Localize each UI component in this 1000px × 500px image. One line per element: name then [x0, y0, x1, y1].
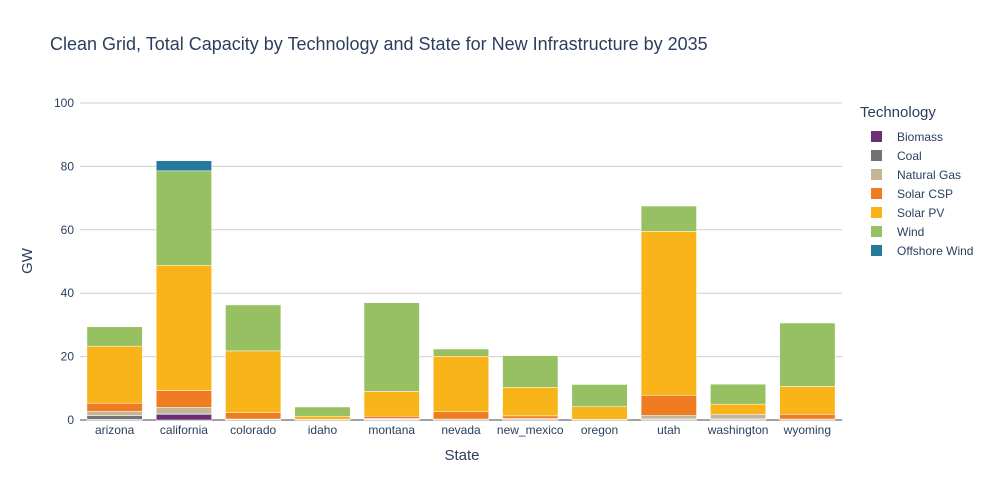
x-tick-label: oregon — [581, 423, 618, 437]
x-tick-label: montana — [368, 423, 415, 437]
bar-segment — [294, 406, 351, 417]
legend-label: Offshore Wind — [897, 243, 974, 258]
legend-label: Coal — [897, 148, 922, 163]
bar-segment — [225, 304, 282, 352]
bar-segment — [710, 414, 767, 419]
legend-label: Biomass — [897, 129, 944, 144]
legend-item[interactable]: Offshore Wind — [860, 241, 973, 260]
legend: Technology Biomass Coal Natural Gas Solar C… — [860, 104, 973, 260]
bar-segment — [155, 390, 212, 408]
legend-item[interactable]: Solar CSP — [860, 184, 973, 203]
bar-segment — [433, 411, 489, 420]
bar-segment — [363, 415, 420, 419]
bar-segment — [779, 322, 836, 387]
legend-label: Wind — [897, 224, 925, 239]
legend-swatch — [871, 245, 882, 256]
bar-segment — [640, 205, 697, 232]
legend-label: Solar CSP — [897, 186, 954, 201]
bar-segment — [86, 411, 143, 416]
bar-segment — [779, 414, 836, 420]
bar-segment — [779, 386, 836, 415]
bar-segment — [155, 160, 212, 172]
bar-segment — [640, 414, 697, 419]
bar-segment — [502, 415, 559, 419]
legend-swatch — [871, 188, 882, 199]
legend-label: Solar PV — [897, 205, 945, 220]
bar-segment — [640, 231, 697, 396]
bar-segment — [502, 387, 559, 417]
bar-segment — [640, 395, 697, 416]
legend-items: Biomass Coal Natural Gas Solar CSP Solar PV W… — [860, 127, 973, 260]
x-tick-label: arizona — [95, 423, 135, 437]
x-tick-label: utah — [657, 423, 680, 437]
bar-segment — [433, 348, 489, 357]
legend-title: Technology — [860, 104, 936, 121]
bar-segment — [225, 350, 282, 413]
legend-swatch — [871, 207, 882, 218]
x-tick-label: colorado — [230, 423, 276, 437]
legend-item[interactable]: Solar PV — [860, 203, 973, 222]
x-tick-label: california — [160, 423, 208, 437]
bar-segment — [155, 265, 212, 391]
y-tick-label: 100 — [54, 96, 74, 110]
legend-item[interactable]: Wind — [860, 222, 973, 241]
bar-segment — [155, 414, 212, 421]
x-tick-label: washington — [707, 423, 769, 437]
legend-item[interactable]: Coal — [860, 146, 973, 165]
bar-segment — [710, 403, 767, 415]
x-tick-label: wyoming — [783, 423, 831, 437]
bars — [86, 160, 836, 421]
chart-title: Clean Grid, Total Capacity by Technology… — [50, 34, 708, 54]
legend-item[interactable]: Natural Gas — [860, 165, 973, 184]
bar-segment — [433, 356, 489, 413]
bar-segment — [155, 170, 212, 266]
x-tick-label: new_mexico — [497, 423, 564, 437]
bar-segment — [86, 345, 143, 404]
legend-label: Natural Gas — [897, 167, 962, 182]
bar-segment — [502, 355, 559, 388]
x-axis-label: State — [444, 447, 479, 464]
legend-swatch — [871, 169, 882, 180]
y-tick-label: 40 — [61, 286, 75, 300]
bar-segment — [86, 415, 143, 420]
legend-swatch — [871, 150, 882, 161]
x-tick-labels: arizona california colorado idaho montana nev… — [95, 423, 831, 437]
y-axis-label: GW — [19, 247, 36, 274]
legend-swatch — [871, 226, 882, 237]
x-tick-label: nevada — [441, 423, 481, 437]
bar-segment — [571, 406, 628, 420]
x-tick-label: idaho — [308, 423, 338, 437]
bar-segment — [225, 412, 282, 420]
bar-segment — [363, 302, 420, 392]
legend-item[interactable]: Biomass — [860, 127, 973, 146]
bar-segment — [86, 326, 143, 347]
y-tick-label: 80 — [61, 159, 75, 173]
y-tick-label: 0 — [67, 413, 74, 427]
bar-segment — [294, 415, 351, 420]
bar-segment — [710, 383, 767, 405]
y-tick-label: 20 — [61, 350, 75, 364]
legend-swatch — [871, 131, 882, 142]
y-tick-labels: 0 20 40 60 80 100 — [54, 96, 74, 427]
bar-segment — [155, 407, 212, 414]
bar-segment — [571, 384, 628, 407]
bar-segment — [363, 391, 420, 417]
y-tick-label: 60 — [61, 223, 75, 237]
bar-segment — [86, 402, 143, 412]
